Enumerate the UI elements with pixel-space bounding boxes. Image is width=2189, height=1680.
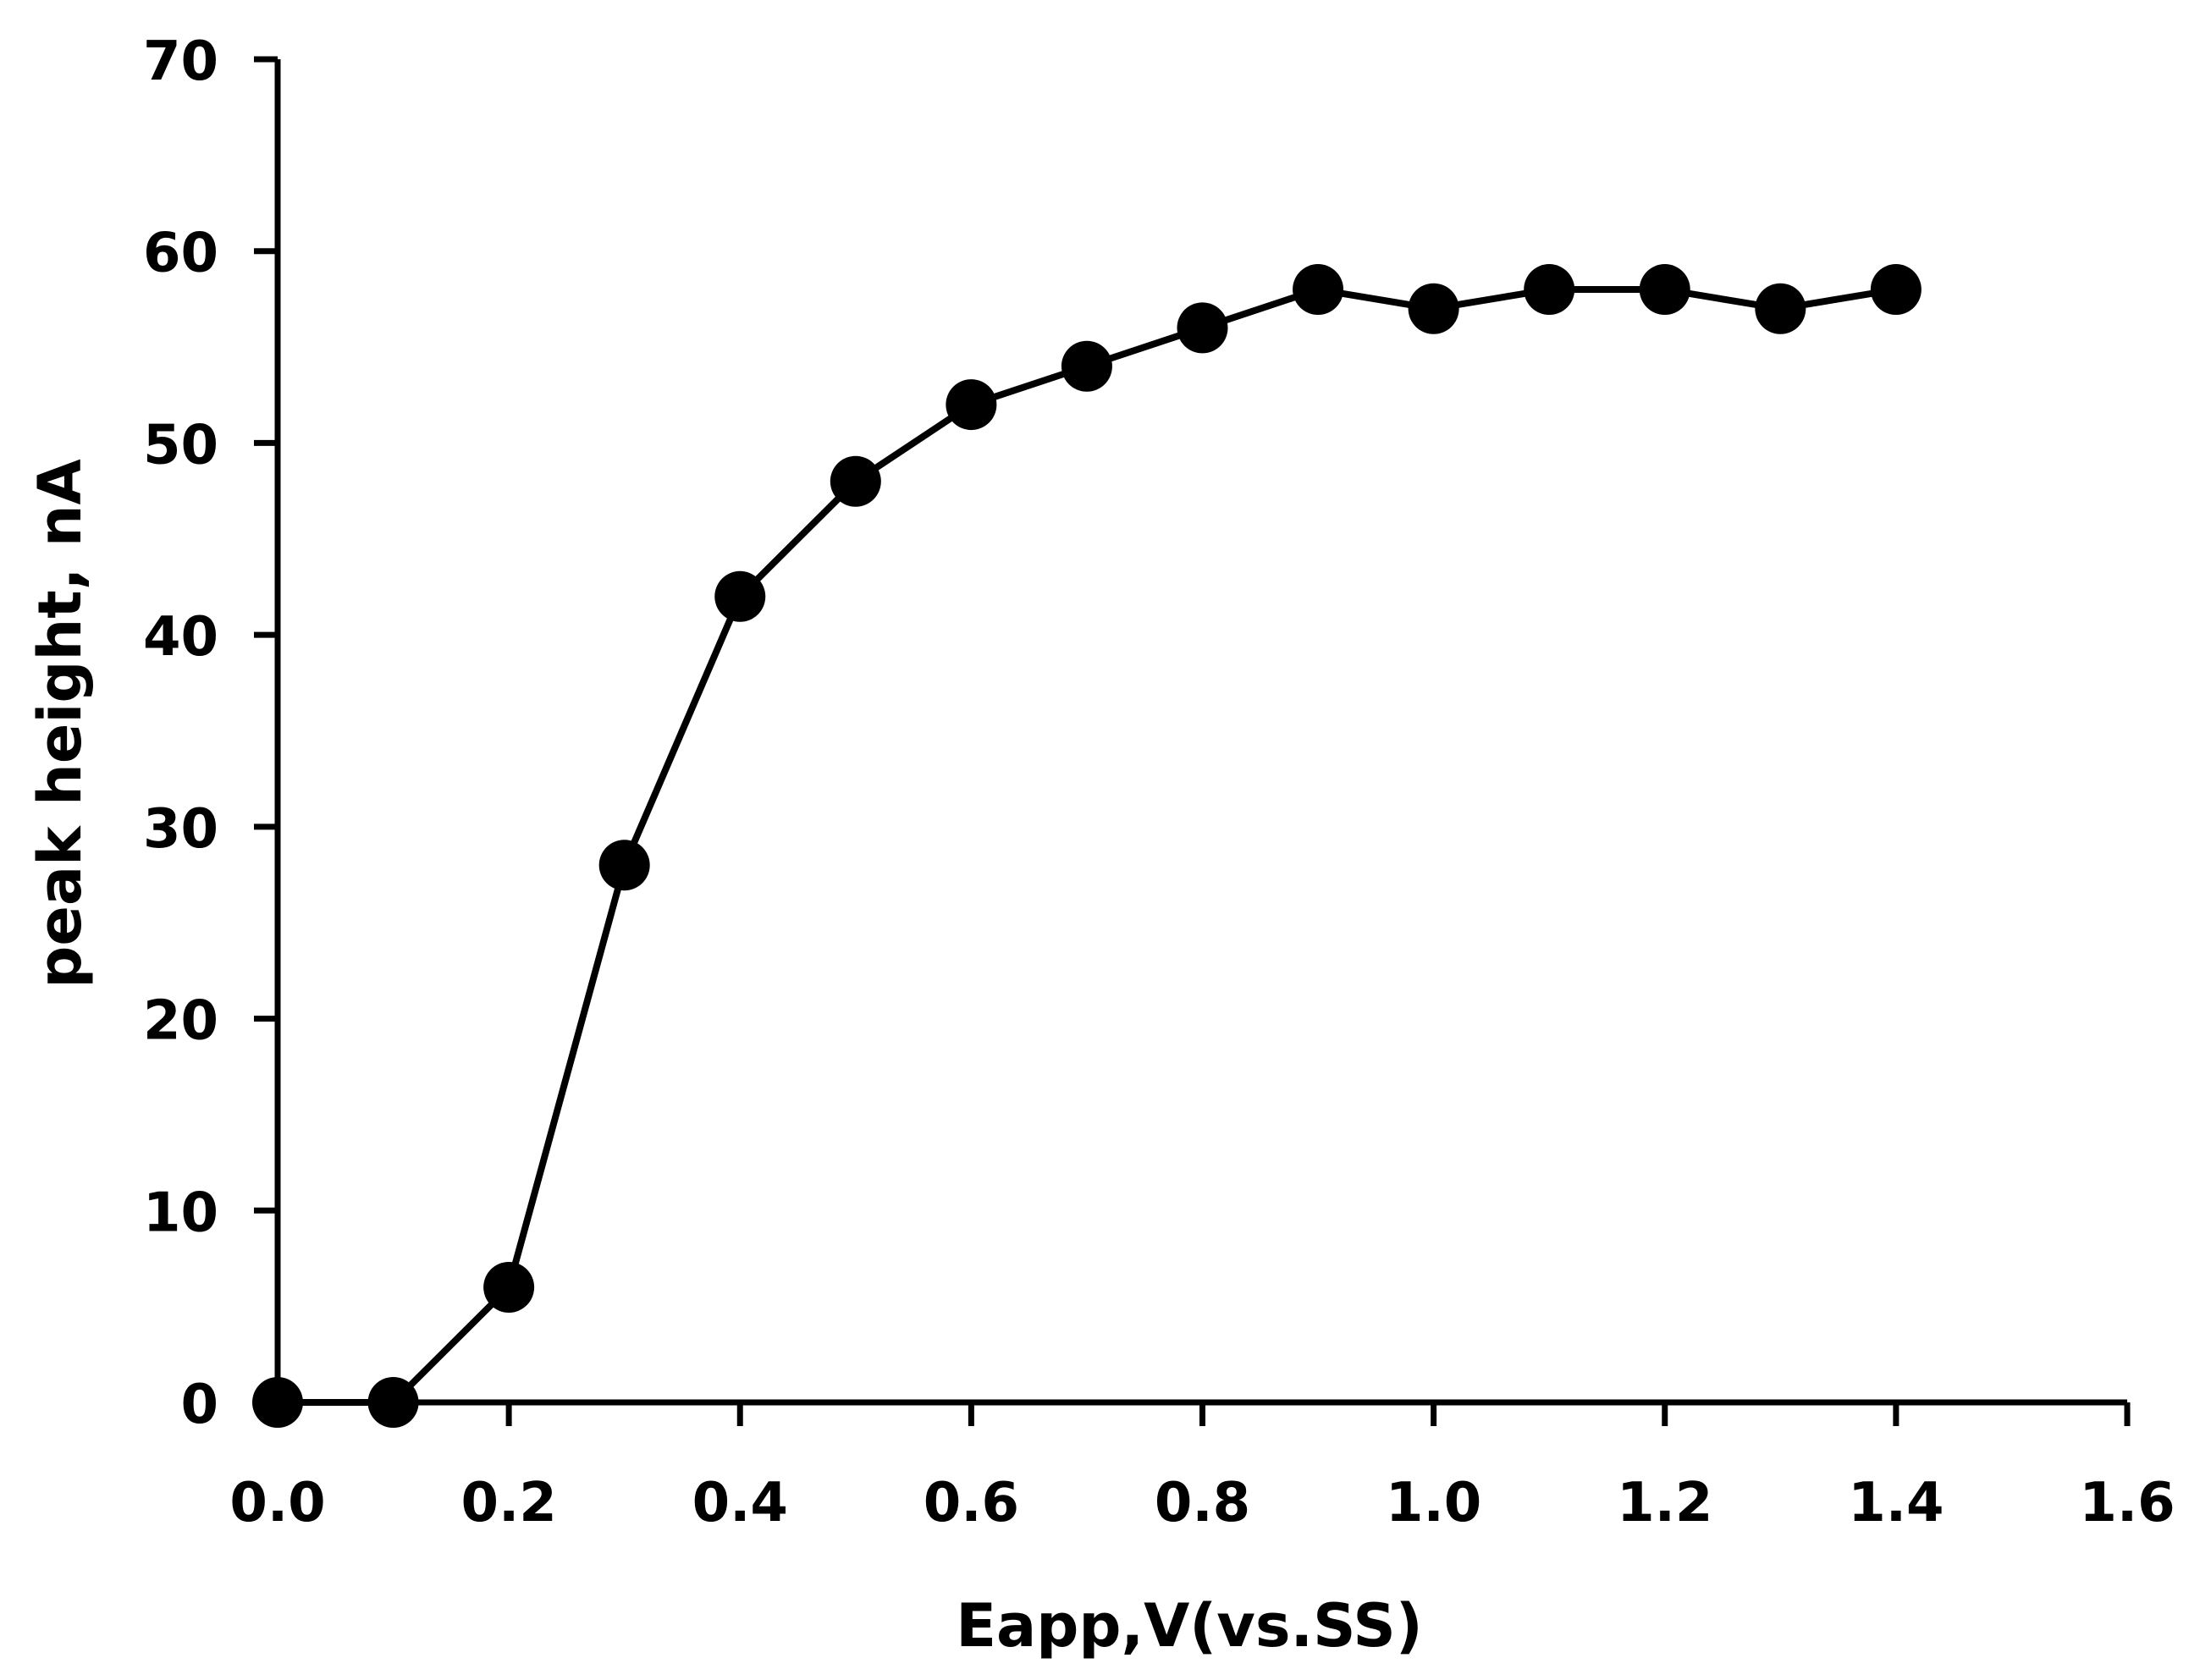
axes: [274, 59, 2127, 1406]
data-points: [252, 264, 1922, 1428]
data-point: [1755, 283, 1806, 334]
data-point: [714, 570, 766, 622]
y-tick-label: 40: [143, 606, 218, 669]
y-tick-label: 0: [180, 1374, 218, 1436]
x-axis-title: Eapp,V(vs.SS): [956, 1591, 1423, 1661]
x-tick-label: 1.0: [1386, 1472, 1481, 1534]
data-point: [483, 1261, 535, 1313]
data-point: [1524, 264, 1575, 316]
y-tick-label: 10: [143, 1182, 218, 1244]
y-tick-label: 60: [143, 223, 218, 285]
data-point: [1870, 264, 1922, 316]
y-tick-label: 70: [143, 30, 218, 93]
data-point: [830, 455, 881, 507]
data-point: [1061, 340, 1112, 392]
series-line: [278, 286, 1897, 1406]
data-point: [252, 1377, 303, 1428]
tick-labels: 0 10 20 30 40 50 60 70 0.0 0.2 0.4 0.6 0.8 1.0 1.2 1.4 1…: [143, 30, 2175, 1534]
data-point: [1639, 264, 1690, 316]
y-axis-title: peak height, nA: [25, 459, 95, 988]
y-tick-label: 30: [143, 798, 218, 861]
data-point: [946, 379, 997, 431]
data-point: [1408, 283, 1459, 334]
x-tick-label: 0.6: [924, 1472, 1019, 1534]
x-tick-label: 0.4: [692, 1472, 788, 1534]
data-point: [598, 840, 650, 891]
x-tick-label: 0.8: [1155, 1472, 1250, 1534]
y-tick-label: 20: [143, 990, 218, 1053]
x-tick-label: 0.2: [460, 1472, 556, 1534]
y-tick-label: 50: [143, 414, 218, 476]
x-tick-label: 0.0: [229, 1472, 325, 1534]
x-tick-label: 1.2: [1617, 1472, 1712, 1534]
x-tick-label: 1.4: [1848, 1472, 1944, 1534]
data-point: [367, 1377, 419, 1428]
series: [278, 286, 1897, 1406]
x-tick-label: 1.6: [2079, 1472, 2175, 1534]
data-point: [1293, 264, 1344, 316]
tick-marks: [254, 56, 2131, 1426]
data-point: [1177, 302, 1228, 354]
